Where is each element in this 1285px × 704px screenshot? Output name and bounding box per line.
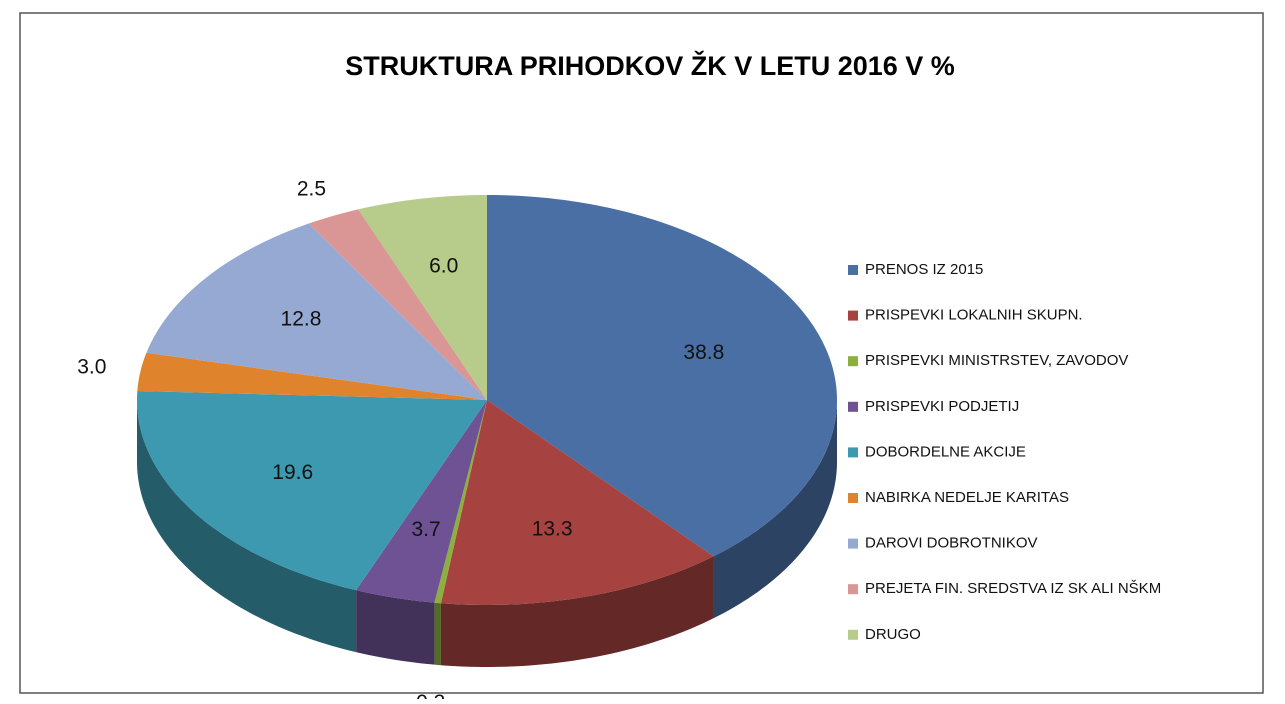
legend-swatch xyxy=(848,356,858,367)
legend-label: DRUGO xyxy=(865,626,921,643)
legend-label: DOBORDELNE AKCIJE xyxy=(865,443,1026,460)
legend-swatch xyxy=(848,584,858,595)
legend-swatch xyxy=(848,401,858,412)
slice xyxy=(434,400,487,604)
legend-swatch xyxy=(848,447,858,458)
data-label: 12.8 xyxy=(281,307,322,330)
slice xyxy=(356,400,487,603)
legend-label: PREJETA FIN. SREDSTVA IZ SK ALI NŠKM xyxy=(865,580,1161,597)
slice xyxy=(440,400,714,605)
slice xyxy=(487,195,837,557)
data-label: 3.0 xyxy=(77,355,106,378)
legend-label: PRISPEVKI MINISTRSTEV, ZAVODOV xyxy=(865,352,1128,369)
slice xyxy=(146,223,487,400)
chart-title: STRUKTURA PRIHODKOV ŽK V LETU 2016 V % xyxy=(345,50,955,81)
slice xyxy=(137,352,487,400)
slice xyxy=(358,195,487,400)
legend-swatch xyxy=(848,265,858,275)
data-label: 38.8 xyxy=(683,341,724,364)
slice xyxy=(308,209,487,400)
legend-swatch xyxy=(848,538,858,549)
slice-side xyxy=(713,400,837,619)
legend-label: PRENOS IZ 2015 xyxy=(865,261,983,278)
data-label: 2.5 xyxy=(297,178,326,201)
legend-label: DAROVI DOBROTNIKOV xyxy=(865,535,1038,552)
slice-side xyxy=(137,400,357,653)
data-label: 6.0 xyxy=(429,255,458,278)
data-label: 13.3 xyxy=(532,517,573,540)
legend-label: NABIRKA NEDELJE KARITAS xyxy=(865,489,1069,506)
data-label: 19.6 xyxy=(272,461,313,484)
data-label: 0.3 xyxy=(416,691,445,699)
legend-label: PRISPEVKI PODJETIJ xyxy=(865,398,1019,415)
legend-swatch xyxy=(848,310,858,321)
slice-side xyxy=(356,590,435,665)
slice xyxy=(137,390,487,591)
data-label: 3.7 xyxy=(411,518,440,541)
legend-label: PRISPEVKI LOKALNIH SKUPN. xyxy=(865,307,1083,324)
legend-swatch xyxy=(848,493,858,503)
legend-swatch xyxy=(848,629,858,640)
slice-side xyxy=(434,602,441,666)
slice-side xyxy=(440,556,714,667)
